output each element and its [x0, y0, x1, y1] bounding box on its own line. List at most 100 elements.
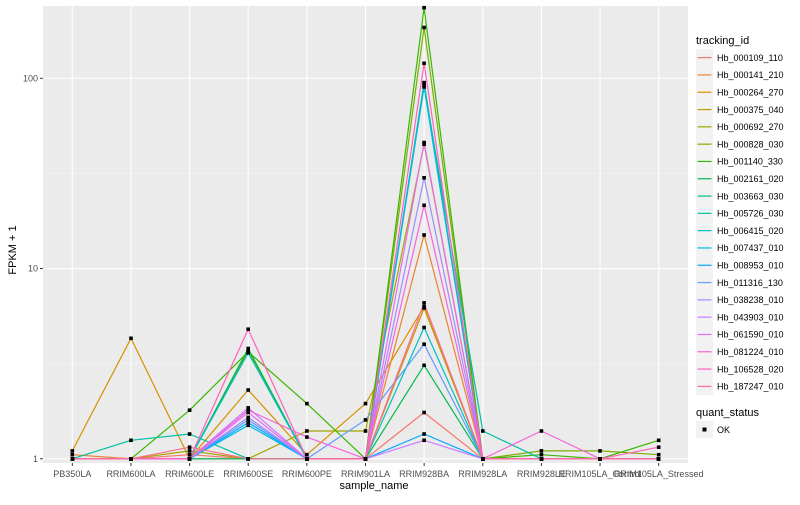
data-point: [305, 429, 309, 433]
data-point: [187, 457, 192, 461]
series-points: [70, 5, 661, 461]
data-point: [539, 452, 544, 457]
data-point: [70, 457, 75, 461]
data-point: [129, 336, 133, 341]
data-point: [422, 325, 426, 330]
legend-item-label: Hb_000141_210: [717, 70, 784, 80]
x-tick-label: RRIM600LE: [165, 469, 214, 479]
data-point: [363, 418, 368, 422]
legend-item-label: Hb_043903_010: [717, 312, 784, 322]
legend-item-label: Hb_000264_270: [717, 87, 784, 97]
data-point: [129, 438, 133, 443]
data-point: [422, 438, 426, 443]
data-point: [656, 445, 661, 449]
y-axis-title: FPKM + 1: [7, 225, 19, 274]
data-point: [305, 435, 309, 439]
data-point: [187, 408, 192, 412]
y-axis: 1 10 100: [23, 73, 43, 464]
x-axis: PB350LA RRIM600LA RRIM600LE RRIM600SE RRIM60…: [53, 463, 703, 479]
data-point: [422, 301, 426, 305]
data-point: [246, 327, 250, 331]
x-tick-label: RRIM105LA_Stressed: [614, 469, 704, 479]
x-tick-label: RRIM600PE: [282, 469, 332, 479]
legend-item-label: Hb_000109_110: [717, 53, 783, 63]
legend: tracking_id Hb_000109_110Hb_000141_210Hb…: [696, 35, 784, 438]
data-point: [656, 452, 661, 457]
data-point: [246, 408, 250, 412]
data-point: [246, 388, 250, 392]
data-point: [363, 429, 368, 433]
x-tick-label: RRIM928LE: [517, 469, 566, 479]
data-point: [305, 457, 309, 461]
data-point: [539, 449, 544, 453]
x-tick-label: RRIM928BA: [399, 469, 449, 479]
data-point: [422, 140, 426, 145]
data-point: [656, 457, 661, 461]
legend-item-label: Hb_006415_020: [717, 226, 784, 236]
legend-item-label: Hb_106528_020: [717, 364, 784, 374]
data-point: [422, 233, 426, 237]
y-tick-label: 10: [28, 264, 38, 274]
x-tick-label: RRIM901LA: [341, 469, 390, 479]
legend-item-label: Hb_003663_030: [717, 191, 784, 201]
data-point: [422, 203, 426, 208]
data-point: [70, 452, 75, 457]
x-axis-title: sample_name: [339, 480, 408, 492]
data-point: [363, 457, 368, 461]
data-point: [539, 429, 544, 433]
data-point: [422, 176, 426, 180]
data-point: [422, 85, 426, 89]
data-point: [363, 401, 368, 406]
data-point: [187, 432, 192, 436]
legend-item-label: Hb_187247_010: [717, 382, 784, 392]
data-point: [246, 346, 250, 351]
data-point: [246, 415, 250, 420]
legend-item-label: Hb_011316_130: [717, 278, 783, 288]
legend-item-label: Hb_000692_270: [717, 122, 784, 132]
x-tick-label: RRIM105LA_Control: [559, 469, 642, 479]
data-point: [422, 80, 426, 85]
data-point: [598, 457, 602, 461]
data-point: [422, 5, 426, 10]
data-point: [246, 351, 250, 355]
data-point: [129, 457, 133, 461]
y-tick-label: 100: [23, 73, 38, 83]
data-point: [422, 61, 426, 66]
legend-point-marker: [702, 427, 707, 432]
data-point: [246, 406, 250, 410]
data-point: [422, 410, 426, 415]
x-tick-label: RRIM600LA: [106, 469, 155, 479]
data-point: [422, 306, 426, 310]
legend-item-label: Hb_008953_010: [717, 260, 784, 270]
data-point: [539, 457, 544, 461]
data-point: [422, 432, 426, 436]
data-point: [656, 438, 661, 443]
data-point: [70, 449, 75, 453]
legend-item-label: Hb_000828_030: [717, 139, 784, 149]
data-point: [246, 420, 250, 425]
data-point: [246, 423, 250, 428]
data-point: [246, 410, 250, 415]
data-point: [187, 449, 192, 453]
data-point: [422, 25, 426, 30]
x-tick-label: RRIM928LA: [458, 469, 507, 479]
data-point: [246, 457, 250, 461]
data-point: [187, 452, 192, 457]
data-point: [481, 429, 485, 433]
x-tick-label: PB350LA: [53, 469, 91, 479]
data-point: [187, 445, 192, 449]
legend-point-title: quant_status: [696, 407, 759, 419]
y-tick-label: 1: [33, 454, 38, 464]
legend-point-label: OK: [717, 425, 730, 435]
data-point: [422, 342, 426, 346]
legend-item-label: Hb_000375_040: [717, 105, 784, 115]
legend-item-label: Hb_007437_010: [717, 243, 784, 253]
legend-item-label: Hb_061590_010: [717, 330, 784, 340]
legend-item-label: Hb_001140_330: [717, 157, 783, 167]
legend-item-label: Hb_005726_030: [717, 209, 784, 219]
legend-item-label: Hb_038238_010: [717, 295, 784, 305]
data-point: [598, 449, 602, 453]
data-point: [305, 452, 309, 457]
